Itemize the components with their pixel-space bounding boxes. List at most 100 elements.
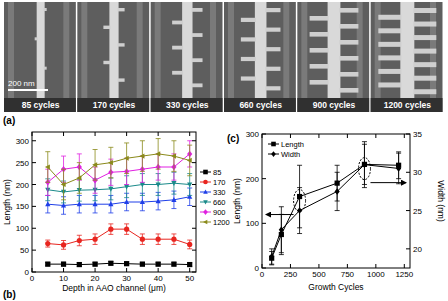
image-branch	[265, 47, 280, 51]
error-bar	[93, 262, 98, 266]
image-branch	[378, 82, 401, 87]
series-line	[272, 164, 399, 258]
data-point	[187, 242, 192, 247]
y-tick	[262, 268, 266, 269]
sem-image: 170 cycles	[77, 2, 149, 112]
image-branch	[265, 8, 280, 12]
image-texture	[8, 2, 14, 112]
x-tick	[189, 268, 190, 272]
image-branch	[413, 62, 436, 67]
image-branch	[118, 43, 125, 46]
image-texture	[301, 2, 307, 112]
dashed-ellipse	[358, 158, 370, 180]
data-point	[140, 199, 145, 204]
x-tick	[95, 268, 96, 272]
series-line	[48, 197, 190, 206]
sem-image: 900 cycles	[297, 2, 369, 112]
image-caption: 660 cycles	[239, 100, 282, 110]
y-tick	[262, 223, 266, 224]
image-branch	[339, 88, 358, 93]
image-wire	[182, 2, 192, 112]
x-tick	[32, 268, 33, 272]
image-branch	[241, 37, 256, 41]
series-line	[48, 229, 190, 245]
image-caption: 85 cycles	[22, 100, 60, 110]
plot-frame	[262, 134, 410, 268]
data-point	[61, 203, 66, 208]
caption-strip	[4, 98, 76, 112]
data-point	[156, 198, 161, 203]
x-tick-label: 40	[154, 274, 163, 283]
legend-label: 900	[213, 208, 226, 217]
caption-strip	[297, 98, 369, 112]
image-caption: 330 cycles	[166, 100, 209, 110]
image-caption: 1200 cycles	[384, 100, 432, 110]
x-tick	[95, 132, 96, 136]
image-branch	[413, 8, 436, 13]
image-branch	[118, 78, 125, 81]
series	[269, 142, 401, 265]
x-tick	[63, 268, 64, 272]
series	[45, 139, 192, 200]
error-bar	[171, 262, 176, 266]
data-point	[187, 158, 192, 163]
image-branch	[241, 18, 256, 22]
error-bar	[269, 249, 274, 264]
error-bar	[124, 262, 129, 266]
image-branch	[192, 33, 203, 37]
figure: 85 cycles 170 cycles 330 cycles 660 cycles 9…	[0, 0, 448, 301]
image-branch	[44, 8, 47, 11]
image-wire	[109, 2, 118, 112]
y-tick	[192, 140, 196, 141]
y2-tick	[406, 134, 410, 135]
image-branch	[339, 72, 358, 77]
y-tick-label: 300	[246, 130, 260, 139]
x-tick	[158, 268, 159, 272]
data-point	[108, 201, 113, 206]
error-bar	[140, 141, 145, 172]
x-tick	[126, 268, 127, 272]
axis-pointers	[266, 158, 406, 215]
legend-label: 170	[213, 178, 226, 187]
error-bar	[77, 263, 82, 267]
image-branch	[413, 22, 436, 27]
error-bar	[61, 262, 66, 266]
error-bar	[140, 193, 145, 211]
y-tick-label: 0	[25, 268, 30, 277]
series-line	[48, 183, 190, 192]
y-tick	[32, 228, 36, 229]
series-line	[272, 165, 399, 257]
error-bar	[156, 234, 161, 245]
image-branch	[378, 42, 401, 47]
panel-a: 85 cycles 170 cycles 330 cycles 660 cycles 9…	[3, 2, 443, 126]
x-tick-label: 1250	[395, 270, 413, 279]
y2-tick-label: 35	[413, 130, 422, 139]
y2-tick-label: 30	[413, 168, 422, 177]
caption-strip	[224, 98, 296, 112]
x-tick	[347, 134, 348, 138]
image-branch	[378, 55, 401, 60]
data-point	[61, 242, 66, 247]
image-texture	[155, 2, 161, 112]
data-point	[45, 164, 50, 169]
y-tick-label: 200	[16, 181, 30, 190]
image-background	[371, 2, 443, 112]
plot-data	[45, 139, 192, 268]
image-branch	[192, 58, 203, 62]
data-point	[140, 237, 145, 242]
panel-label: (b)	[3, 289, 16, 300]
panel-label: (a)	[3, 115, 15, 126]
x-tick-label: 10	[59, 274, 68, 283]
y-tick	[32, 272, 36, 273]
y2-axis-label: Width (nm)	[436, 180, 446, 222]
x-tick	[262, 134, 263, 138]
image-background	[151, 2, 223, 112]
legend-marker	[203, 180, 208, 185]
y-tick	[192, 206, 196, 207]
error-bar	[140, 234, 145, 245]
y-axis-label: Length (nm)	[232, 178, 242, 224]
data-point	[124, 185, 129, 190]
y-tick	[192, 250, 196, 251]
plot-frame	[32, 132, 196, 272]
error-bar	[124, 224, 129, 235]
